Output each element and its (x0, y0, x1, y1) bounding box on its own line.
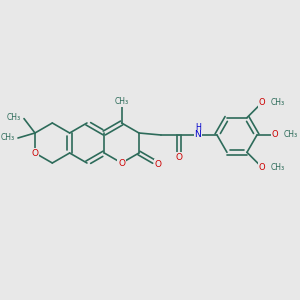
Text: CH₃: CH₃ (271, 98, 285, 107)
Text: O: O (259, 163, 265, 172)
Text: CH₃: CH₃ (1, 134, 15, 142)
Text: O: O (118, 158, 125, 167)
Text: O: O (32, 148, 38, 158)
Text: CH₃: CH₃ (115, 98, 129, 106)
Text: CH₃: CH₃ (284, 130, 298, 140)
Text: O: O (259, 98, 265, 107)
Text: H: H (195, 124, 201, 133)
Text: CH₃: CH₃ (7, 113, 21, 122)
Text: O: O (176, 152, 182, 161)
Text: N: N (195, 130, 201, 140)
Text: O: O (272, 130, 278, 140)
Text: O: O (154, 160, 161, 169)
Text: CH₃: CH₃ (271, 163, 285, 172)
